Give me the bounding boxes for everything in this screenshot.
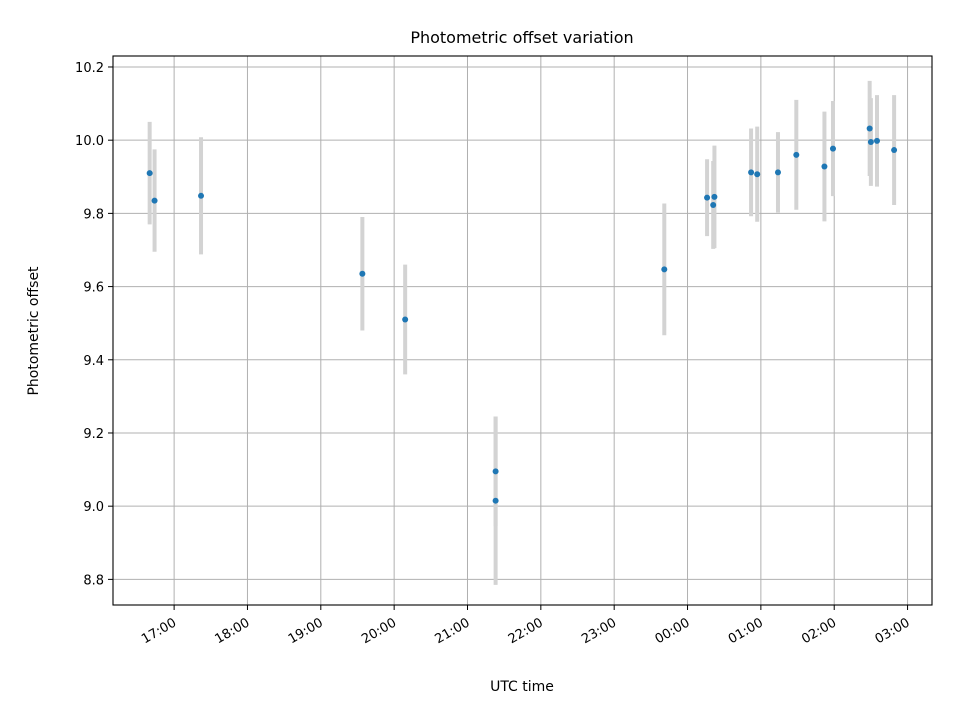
data-point [748, 169, 755, 176]
y-tick-label: 9.2 [83, 427, 104, 442]
data-point [402, 316, 409, 323]
data-point [146, 170, 153, 177]
y-axis-label: Photometric offset [26, 266, 42, 396]
data-point [151, 197, 158, 204]
grid [113, 56, 932, 605]
data-point [873, 137, 880, 144]
y-axis-ticks: 8.8 9.0 9.2 9.4 9.6 9.8 10.0 10.2 [75, 61, 113, 588]
data-point [793, 151, 800, 158]
data-point [359, 270, 366, 277]
y-tick-label: 9.0 [83, 500, 104, 515]
y-tick-label: 10.0 [75, 134, 104, 149]
y-tick-label: 10.2 [75, 61, 104, 76]
data-point [774, 169, 781, 176]
data-point [661, 266, 668, 273]
data-point [866, 125, 873, 132]
data-points [146, 125, 898, 504]
data-point [891, 147, 898, 154]
y-tick-label: 9.6 [83, 281, 104, 296]
data-point [829, 145, 836, 152]
data-point [710, 201, 717, 208]
plot-frame [112, 55, 933, 606]
data-point [754, 171, 761, 178]
data-point [867, 139, 874, 146]
data-point [711, 193, 718, 200]
data-point [821, 163, 828, 170]
data-point [492, 497, 499, 504]
y-tick-label: 9.4 [83, 354, 104, 369]
chart-title: Photometric offset variation [410, 28, 633, 47]
y-tick-label: 9.8 [83, 207, 104, 222]
y-tick-label: 8.8 [83, 573, 104, 588]
data-point [198, 192, 205, 199]
x-axis-label: UTC time [490, 679, 554, 695]
data-point [704, 194, 711, 201]
data-point [492, 468, 499, 475]
